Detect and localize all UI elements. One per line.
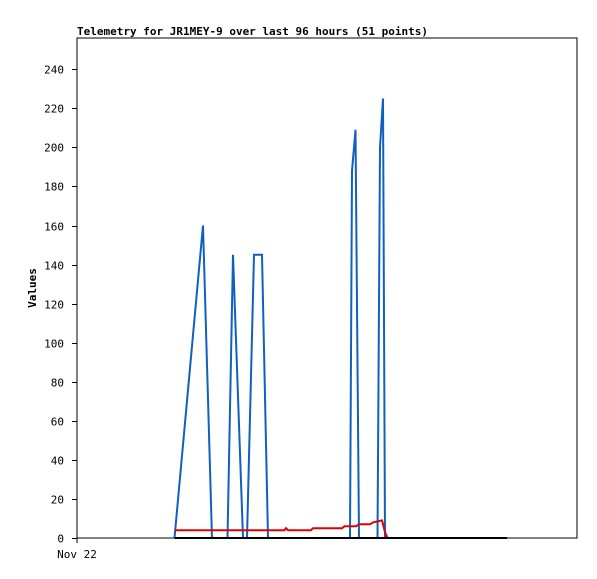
y-tick-label: 80 [51, 377, 64, 390]
y-axis: 0 20 40 60 80 100 120 140 160 180 200 220 240 [44, 64, 77, 546]
x-axis: Nov 22 [57, 538, 97, 561]
y-tick-label: 180 [44, 181, 64, 194]
y-tick-label: 160 [44, 221, 64, 234]
y-tick-label: 0 [57, 533, 64, 546]
y-tick-label: 60 [51, 416, 64, 429]
y-tick-label: 40 [51, 455, 64, 468]
series-line-1 [173, 98, 386, 539]
series-line-2 [174, 519, 389, 539]
y-tick-label: 200 [44, 142, 64, 155]
y-tick-label: 140 [44, 260, 64, 273]
y-axis-label: Values [26, 268, 39, 308]
y-tick-label: 120 [44, 299, 64, 312]
chart-title: Telemetry for JR1MEY-9 over last 96 hour… [77, 25, 428, 38]
y-tick-label: 220 [44, 103, 64, 116]
x-tick-label: Nov 22 [57, 548, 97, 561]
y-tick-label: 100 [44, 338, 64, 351]
plot-frame [76, 37, 578, 539]
y-tick-label: 240 [44, 64, 64, 77]
y-tick-label: 20 [51, 494, 64, 507]
series-group [173, 98, 507, 539]
